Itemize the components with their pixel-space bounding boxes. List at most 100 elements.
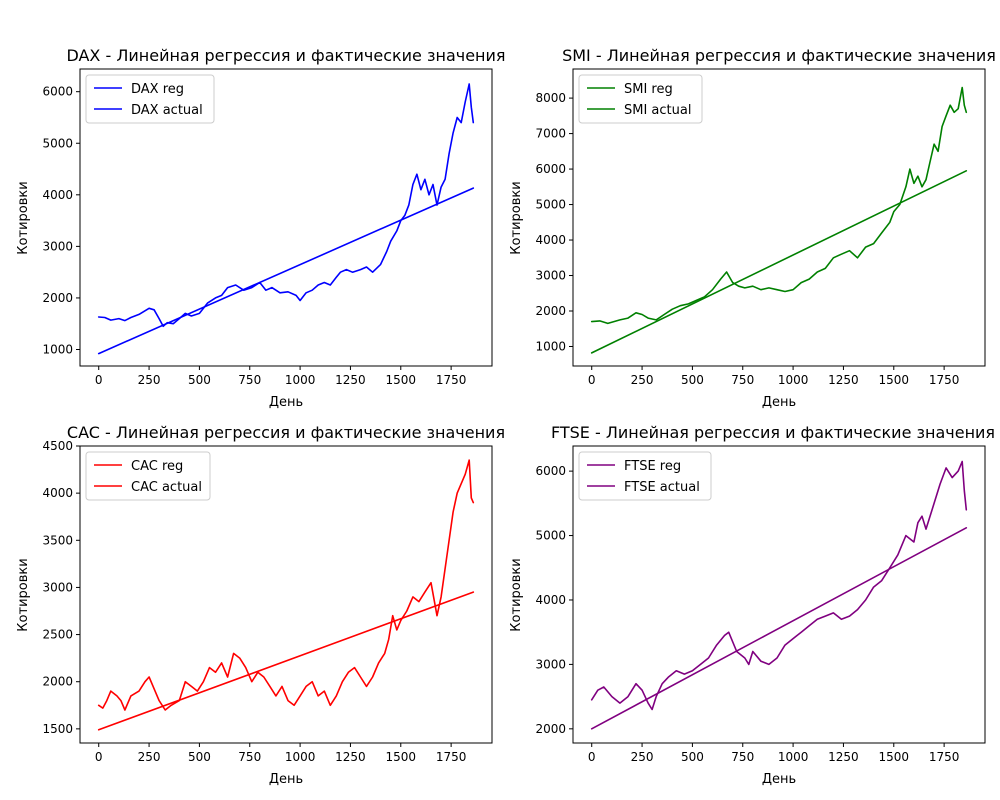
smi-axes-frame [572, 68, 986, 367]
dax-xtick-label: 500 [188, 373, 211, 387]
dax-ytick-label: 6000 [42, 85, 73, 99]
dax-legend: DAX reg DAX actual [85, 74, 215, 124]
ftse-axes-frame [572, 445, 986, 744]
smi-ylabel: Котировки [509, 181, 524, 254]
smi-legend: SMI reg SMI actual [578, 74, 703, 124]
cac-reg-legend-label: CAC reg [131, 459, 183, 474]
smi-actual-line [590, 86, 968, 325]
dax-regression-line [97, 187, 475, 355]
smi-ytick-label: 2000 [535, 304, 566, 318]
cac-xtick-label: 1000 [285, 750, 316, 764]
smi-title: SMI - Линейная регрессия и фактические з… [562, 46, 996, 65]
ftse-xlabel: День [762, 772, 796, 787]
dax-actual-legend-label: DAX actual [131, 103, 203, 118]
cac-ytick-label: 4000 [42, 486, 73, 500]
ftse-xtick-label: 500 [681, 750, 704, 764]
dax-title: DAX - Линейная регрессия и фактические з… [66, 46, 505, 65]
cac-ytick-label: 2500 [42, 628, 73, 642]
dax-xtick-label: 1500 [386, 373, 417, 387]
ftse-actual-legend-label: FTSE actual [624, 480, 700, 495]
ftse-xtick-label: 250 [631, 750, 654, 764]
dax-ytick-label: 4000 [42, 188, 73, 202]
ftse-plot-area: 0 250 500 750 1000 1250 1500 1750 2000 3000 4000 50… [535, 445, 986, 764]
smi-ytick-label: 5000 [535, 198, 566, 212]
cac-xtick-label: 1750 [436, 750, 467, 764]
ftse-legend: FTSE reg FTSE actual [578, 451, 712, 501]
cac-actual-line [97, 459, 475, 711]
cac-ytick-label: 2000 [42, 675, 73, 689]
dax-xtick-label: 250 [138, 373, 161, 387]
ftse-xtick-label: 1250 [828, 750, 859, 764]
cac-ytick-label: 3000 [42, 580, 73, 594]
cac-ytick-label: 4500 [42, 439, 73, 453]
cac-xtick-label: 1250 [335, 750, 366, 764]
cac-xtick-label: 0 [95, 750, 103, 764]
cac-xtick-label: 750 [238, 750, 261, 764]
smi-xtick-label: 250 [631, 373, 654, 387]
ftse-actual-line [590, 460, 968, 711]
dax-axes-frame [79, 68, 493, 367]
smi-regression-line [590, 170, 968, 354]
cac-xtick-label: 500 [188, 750, 211, 764]
ftse-xtick-label: 1500 [879, 750, 910, 764]
smi-xtick-label: 750 [731, 373, 754, 387]
cac-regression-line [97, 591, 475, 731]
dax-ytick-label: 3000 [42, 239, 73, 253]
dax-xlabel: День [269, 395, 303, 410]
ftse-ylabel: Котировки [509, 558, 524, 631]
dax-ylabel: Котировки [16, 181, 31, 254]
dax-ytick-label: 5000 [42, 136, 73, 150]
smi-xtick-label: 0 [588, 373, 596, 387]
dax-panel: DAX - Линейная регрессия и фактические з… [16, 46, 506, 410]
smi-xtick-label: 500 [681, 373, 704, 387]
ftse-panel: FTSE - Линейная регрессия и фактические … [509, 423, 995, 787]
cac-xtick-label: 1500 [386, 750, 417, 764]
dax-ytick-label: 2000 [42, 291, 73, 305]
dax-reg-legend-label: DAX reg [131, 82, 184, 97]
dax-xtick-label: 1000 [285, 373, 316, 387]
smi-reg-legend-label: SMI reg [624, 82, 673, 97]
cac-legend: CAC reg CAC actual [85, 451, 211, 501]
ftse-ytick-label: 6000 [535, 464, 566, 478]
cac-actual-legend-label: CAC actual [131, 480, 202, 495]
ftse-ytick-label: 2000 [535, 722, 566, 736]
smi-xtick-label: 1750 [929, 373, 960, 387]
smi-ytick-label: 1000 [535, 339, 566, 353]
ftse-xtick-label: 750 [731, 750, 754, 764]
smi-panel: SMI - Линейная регрессия и фактические з… [509, 46, 996, 410]
dax-xtick-label: 0 [95, 373, 103, 387]
dax-xtick-label: 750 [238, 373, 261, 387]
smi-ytick-label: 4000 [535, 233, 566, 247]
dax-actual-line [97, 83, 475, 328]
dax-xtick-label: 1750 [436, 373, 467, 387]
cac-xtick-label: 250 [138, 750, 161, 764]
smi-plot-area: 0 250 500 750 1000 1250 1500 1750 1000 2000 3000 40… [535, 68, 986, 387]
smi-ytick-label: 7000 [535, 127, 566, 141]
smi-actual-legend-label: SMI actual [624, 103, 691, 118]
ftse-ytick-label: 3000 [535, 657, 566, 671]
smi-xtick-label: 1250 [828, 373, 859, 387]
cac-title: CAC - Линейная регрессия и фактические з… [67, 423, 505, 442]
ftse-xtick-label: 1750 [929, 750, 960, 764]
ftse-regression-line [590, 526, 968, 730]
dax-xtick-label: 1250 [335, 373, 366, 387]
ftse-reg-legend-label: FTSE reg [624, 459, 681, 474]
ftse-xtick-label: 0 [588, 750, 596, 764]
cac-plot-area: 0 250 500 750 1000 1250 1500 1750 1500 2000 2500 30… [42, 439, 493, 764]
cac-ytick-label: 1500 [42, 722, 73, 736]
ftse-ytick-label: 4000 [535, 593, 566, 607]
ftse-title: FTSE - Линейная регрессия и фактические … [551, 423, 995, 442]
smi-xtick-label: 1500 [879, 373, 910, 387]
smi-ytick-label: 3000 [535, 269, 566, 283]
smi-ytick-label: 8000 [535, 91, 566, 105]
smi-xtick-label: 1000 [778, 373, 809, 387]
cac-panel: CAC - Линейная регрессия и фактические з… [16, 423, 505, 787]
dax-ytick-label: 1000 [42, 343, 73, 357]
dax-plot-area: 0 250 500 750 1000 1250 1500 1750 1000 2000 3000 40… [42, 68, 493, 387]
smi-xlabel: День [762, 395, 796, 410]
cac-ylabel: Котировки [16, 558, 31, 631]
smi-ytick-label: 6000 [535, 162, 566, 176]
cac-ytick-label: 3500 [42, 533, 73, 547]
cac-xlabel: День [269, 772, 303, 787]
